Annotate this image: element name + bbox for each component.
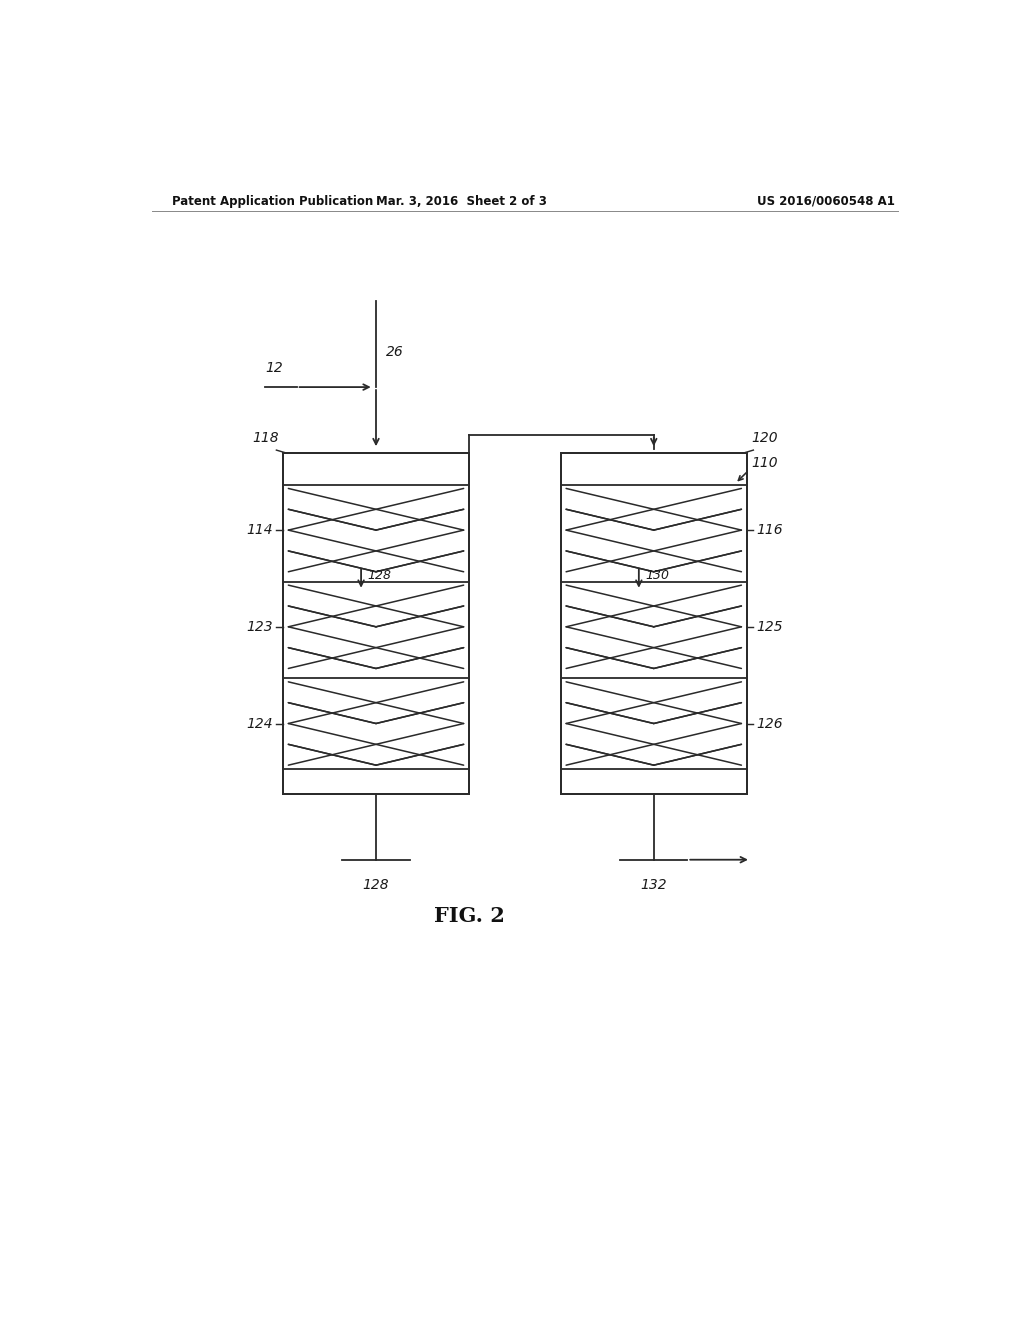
Text: 126: 126 [757, 717, 783, 730]
Text: 130: 130 [645, 569, 670, 582]
Text: 114: 114 [247, 523, 273, 537]
Text: Patent Application Publication: Patent Application Publication [172, 195, 373, 209]
Text: 12: 12 [265, 360, 283, 375]
Text: 110: 110 [751, 457, 777, 470]
Bar [560, 453, 748, 793]
Text: 120: 120 [751, 432, 777, 445]
Text: 123: 123 [247, 620, 273, 634]
Text: 116: 116 [757, 523, 783, 537]
Text: US 2016/0060548 A1: US 2016/0060548 A1 [758, 195, 895, 209]
Text: FIG. 2: FIG. 2 [434, 906, 505, 925]
Text: 118: 118 [252, 432, 279, 445]
Text: 26: 26 [385, 345, 403, 359]
Text: 128: 128 [362, 878, 389, 892]
Text: 124: 124 [247, 717, 273, 730]
Text: 128: 128 [368, 569, 391, 582]
Text: Mar. 3, 2016  Sheet 2 of 3: Mar. 3, 2016 Sheet 2 of 3 [376, 195, 547, 209]
Text: 132: 132 [640, 878, 667, 892]
Text: 125: 125 [757, 620, 783, 634]
Bar [283, 453, 469, 793]
